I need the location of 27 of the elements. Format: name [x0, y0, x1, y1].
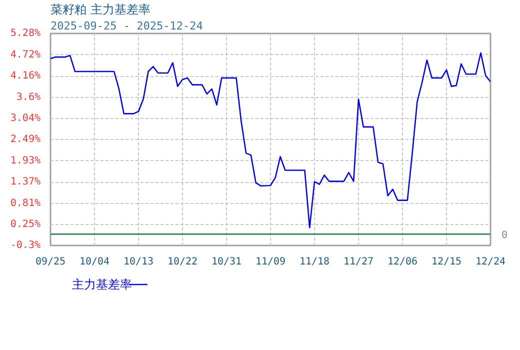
chart-subtitle: 2025-09-25 - 2025-12-24: [50, 20, 204, 32]
chart-title: 菜籽粕 主力基差率: [50, 2, 150, 16]
x-tick-label: 11/27: [343, 256, 374, 268]
x-tick-label: 10/22: [167, 256, 198, 268]
x-tick-label: 12/06: [387, 256, 418, 268]
x-tick-label: 11/18: [299, 256, 330, 268]
x-tick-label: 11/09: [255, 256, 286, 268]
x-tick-label: 12/24: [475, 256, 506, 268]
x-tick-label: 10/04: [79, 256, 110, 268]
legend-label: 主力基差率: [72, 278, 132, 292]
x-tick-label: 09/25: [35, 256, 66, 268]
x-tick-label: 10/13: [123, 256, 154, 268]
x-tick-label: 12/15: [431, 256, 462, 268]
ref-line-label: 0: [502, 230, 508, 242]
y-tick-label: 5.28%: [10, 28, 41, 39]
y-tick-label: 4.16%: [10, 70, 41, 82]
x-tick-label: 10/31: [211, 256, 242, 268]
y-tick-label: 0.25%: [10, 219, 41, 230]
y-tick-label: 3.04%: [10, 113, 41, 124]
y-tick-label: 0.81%: [10, 198, 41, 209]
y-tick-label: 1.37%: [10, 176, 41, 188]
y-tick-label: -0.3%: [10, 240, 41, 251]
y-tick-label: 3.6%: [16, 92, 41, 103]
line-series: [50, 52, 490, 228]
y-tick-label: 4.72%: [10, 49, 41, 60]
y-tick-label: 1.93%: [10, 155, 41, 166]
y-tick-label: 2.49%: [10, 134, 41, 145]
